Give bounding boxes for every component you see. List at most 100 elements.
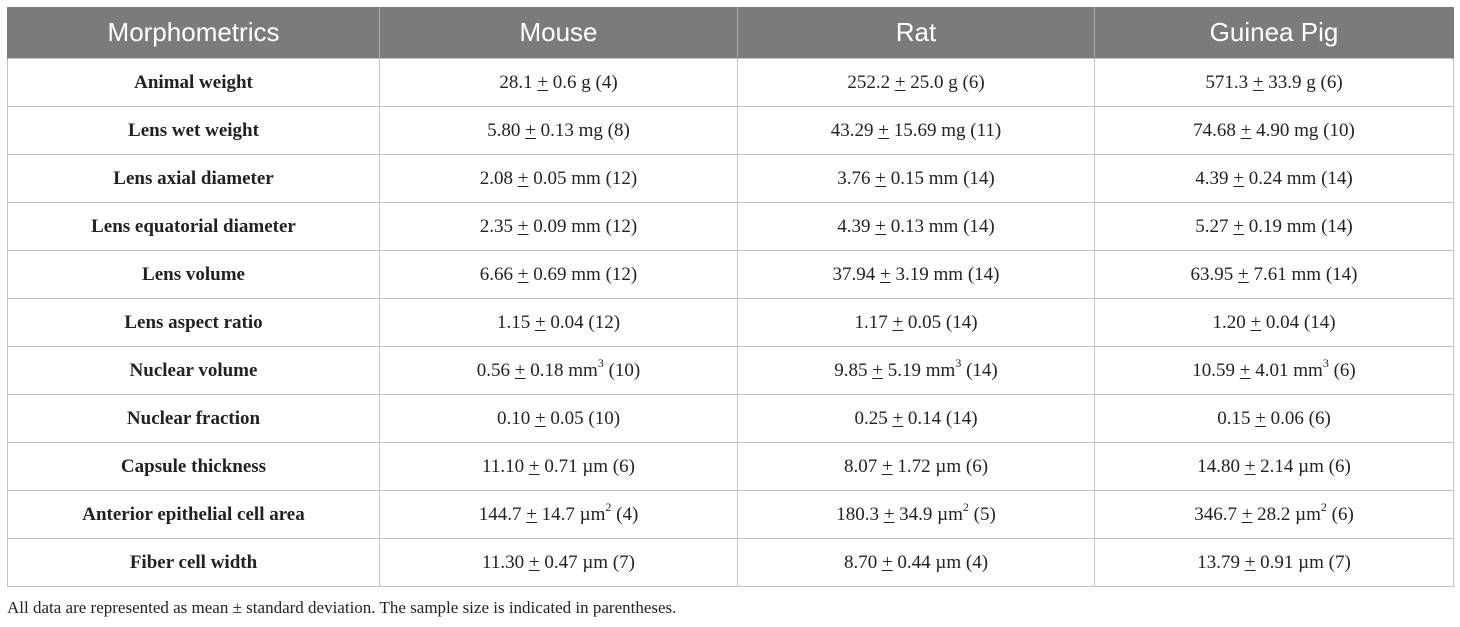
mean-value: 2.08 (479, 167, 514, 189)
mean-value: 3.76 (837, 167, 871, 189)
row-label: Lens equatorial diameter (7, 202, 380, 251)
plus-minus-sign: + (528, 551, 540, 573)
sd-value: 0.71 µm (544, 455, 609, 477)
sample-size: (14) (1321, 215, 1353, 237)
sample-size: (6) (1320, 71, 1343, 93)
sample-size: (14) (963, 215, 995, 237)
mean-value: 0.10 (496, 407, 531, 429)
plus-minus-sign: + (894, 71, 906, 93)
mean-value: 5.27 (1195, 215, 1229, 237)
mean-value: 180.3 (836, 503, 879, 525)
table-row: Lens volume 6.66 + 0.69 mm (12) 37.94 + 3.… (7, 250, 1454, 299)
sample-size: (6) (612, 455, 635, 477)
sample-size: (6) (1331, 503, 1354, 525)
row-label: Lens axial diameter (7, 154, 380, 203)
value-cell-rat: 43.29 + 15.69 mg (11) (737, 106, 1095, 155)
value-cell-rat: 8.07 + 1.72 µm (6) (737, 442, 1095, 491)
value-cell-rat: 180.3 + 34.9 µm2 (5) (737, 490, 1095, 539)
mean-value: 4.39 (1195, 167, 1229, 189)
sample-size: (4) (965, 551, 989, 573)
value-cell-mouse: 5.80 + 0.13 mg (8) (379, 106, 738, 155)
value-cell-guinea-pig: 0.15 + 0.06 (6) (1094, 394, 1454, 443)
sample-size: (6) (962, 71, 985, 93)
plus-minus-sign: + (892, 311, 904, 333)
header-mouse: Mouse (379, 7, 738, 59)
mean-value: 1.15 (496, 311, 531, 333)
plus-minus-sign: + (534, 407, 546, 429)
plus-minus-sign: + (872, 359, 883, 381)
sd-value: 0.69 mm (533, 263, 601, 285)
mean-value: 13.79 (1197, 551, 1240, 573)
row-label: Fiber cell width (7, 538, 380, 587)
plus-minus-sign: + (881, 455, 893, 477)
header-morphometrics: Morphometrics (7, 7, 380, 59)
value-cell-guinea-pig: 346.7 + 28.2 µm2 (6) (1094, 490, 1454, 539)
plus-minus-sign: + (892, 407, 904, 429)
mean-value: 14.80 (1197, 455, 1240, 477)
sample-size: (12) (605, 167, 638, 189)
value-cell-guinea-pig: 571.3 + 33.9 g (6) (1094, 58, 1454, 107)
plus-minus-sign: + (1244, 551, 1256, 573)
sample-size: (14) (1303, 311, 1336, 333)
plus-minus-sign: + (534, 311, 546, 333)
sd-value: 34.9 µm (899, 503, 963, 525)
value-cell-guinea-pig: 13.79 + 0.91 µm (7) (1094, 538, 1454, 587)
value-cell-mouse: 11.30 + 0.47 µm (7) (379, 538, 738, 587)
sd-value: 0.09 mm (533, 215, 601, 237)
sd-value: 14.7 µm (541, 503, 606, 525)
value-cell-guinea-pig: 4.39 + 0.24 mm (14) (1094, 154, 1454, 203)
sample-size: (6) (1328, 455, 1351, 477)
value-cell-mouse: 1.15 + 0.04 (12) (379, 298, 738, 347)
sd-value: 0.19 mm (1248, 215, 1317, 237)
plus-minus-sign: + (875, 167, 886, 189)
plus-minus-sign: + (537, 71, 549, 93)
value-cell-rat: 3.76 + 0.15 mm (14) (737, 154, 1095, 203)
plus-minus-sign: + (525, 119, 536, 141)
row-label: Lens aspect ratio (7, 298, 380, 347)
unit-exponent: 3 (955, 356, 962, 371)
table-row: Lens wet weight 5.80 + 0.13 mg (8) 43.29 +… (7, 106, 1454, 155)
sample-size: (14) (963, 167, 995, 189)
mean-value: 144.7 (478, 503, 522, 525)
mean-value: 37.94 (832, 263, 876, 285)
sample-size: (10) (588, 407, 621, 429)
value-cell-rat: 0.25 + 0.14 (14) (737, 394, 1095, 443)
sd-value: 0.05 (550, 407, 584, 429)
plus-minus-sign: + (528, 455, 540, 477)
mean-value: 5.80 (487, 119, 521, 141)
sd-value: 0.6 g (552, 71, 591, 93)
sd-value: 0.13 mg (540, 119, 603, 141)
plus-minus-sign: + (880, 263, 891, 285)
plus-minus-sign: + (517, 263, 529, 285)
plus-minus-sign: + (1244, 455, 1256, 477)
sample-size: (7) (612, 551, 635, 573)
mean-value: 0.25 (854, 407, 888, 429)
sd-value: 0.05 (907, 311, 942, 333)
sd-value: 0.13 mm (890, 215, 959, 237)
header-row: Morphometrics Mouse Rat Guinea Pig (7, 7, 1454, 59)
mean-value: 11.10 (482, 455, 525, 477)
sd-value: 0.14 (907, 407, 942, 429)
sample-size: (14) (945, 311, 978, 333)
mean-value: 4.39 (837, 215, 871, 237)
sd-value: 4.90 mg (1256, 119, 1319, 141)
plus-minus-sign: + (514, 359, 526, 381)
mean-value: 10.59 (1192, 359, 1236, 381)
mean-value: 252.2 (847, 71, 891, 93)
sd-value: 25.0 g (910, 71, 958, 93)
row-label: Lens volume (7, 250, 380, 299)
mean-value: 0.56 (476, 359, 511, 381)
sample-size: (8) (607, 119, 630, 141)
mean-value: 43.29 (830, 119, 874, 141)
sd-value: 4.01 mm (1255, 359, 1323, 381)
plus-minus-sign: + (1238, 263, 1249, 285)
mean-value: 63.95 (1190, 263, 1234, 285)
mean-value: 571.3 (1205, 71, 1249, 93)
sd-value: 0.44 µm (897, 551, 962, 573)
value-cell-mouse: 28.1 + 0.6 g (4) (379, 58, 738, 107)
value-cell-rat: 8.70 + 0.44 µm (4) (737, 538, 1095, 587)
sd-value: 28.2 µm (1257, 503, 1321, 525)
sd-value: 0.18 mm (530, 359, 598, 381)
plus-minus-sign: + (1252, 71, 1264, 93)
table-row: Nuclear volume 0.56 + 0.18 mm3 (10) 9.85 +… (7, 346, 1454, 395)
